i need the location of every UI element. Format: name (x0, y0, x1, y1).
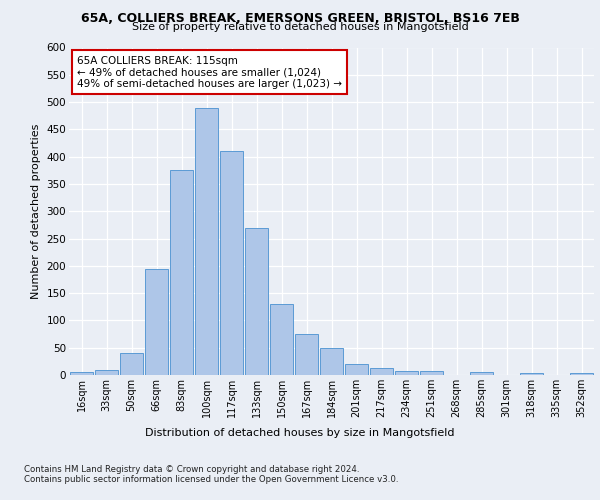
Bar (570, 374, 593, 375)
Bar (95, 370, 118, 375)
Text: Contains public sector information licensed under the Open Government Licence v3: Contains public sector information licen… (24, 475, 398, 484)
Bar (220, 151, 243, 375)
Bar (320, 348, 343, 375)
Bar (470, 372, 493, 375)
Text: 65A, COLLIERS BREAK, EMERSONS GREEN, BRISTOL, BS16 7EB: 65A, COLLIERS BREAK, EMERSONS GREEN, BRI… (80, 12, 520, 26)
Bar (345, 364, 368, 375)
Bar (145, 268, 168, 375)
Bar (70, 372, 93, 375)
Bar (520, 374, 543, 375)
Bar (170, 170, 193, 375)
Text: Contains HM Land Registry data © Crown copyright and database right 2024.: Contains HM Land Registry data © Crown c… (24, 465, 359, 474)
Bar (245, 228, 268, 375)
Bar (420, 371, 443, 375)
Bar (120, 353, 143, 375)
Text: 65A COLLIERS BREAK: 115sqm
← 49% of detached houses are smaller (1,024)
49% of s: 65A COLLIERS BREAK: 115sqm ← 49% of deta… (77, 56, 342, 89)
Bar (270, 304, 293, 375)
Bar (370, 368, 393, 375)
Bar (295, 334, 318, 375)
Bar (395, 370, 418, 375)
Y-axis label: Number of detached properties: Number of detached properties (31, 124, 41, 299)
Text: Distribution of detached houses by size in Mangotsfield: Distribution of detached houses by size … (145, 428, 455, 438)
Text: Size of property relative to detached houses in Mangotsfield: Size of property relative to detached ho… (131, 22, 469, 32)
Bar (195, 108, 218, 375)
